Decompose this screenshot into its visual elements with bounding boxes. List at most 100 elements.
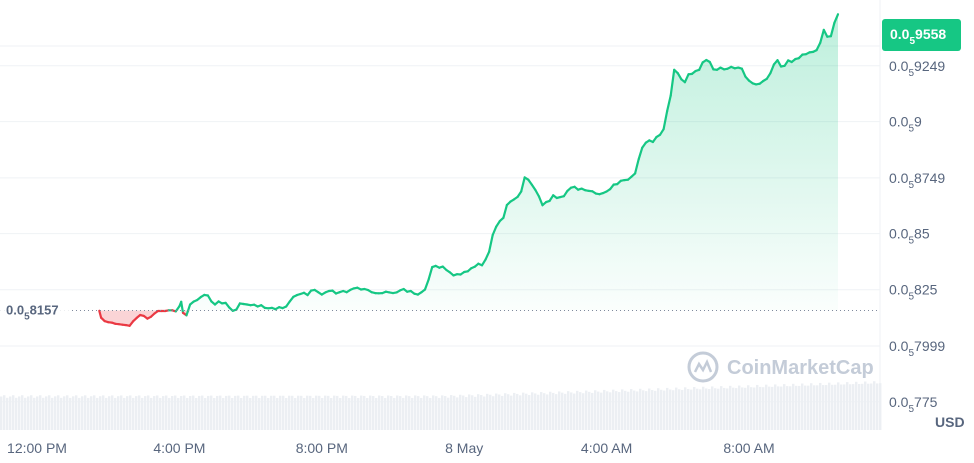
volume-bar	[564, 394, 566, 430]
volume-bar	[381, 396, 383, 430]
volume-bar	[210, 396, 212, 430]
volume-bar	[495, 394, 497, 430]
volume-bar	[663, 391, 665, 430]
volume-bar	[639, 389, 641, 430]
volume-bar	[690, 390, 692, 430]
volume-bar	[474, 397, 476, 430]
volume-bar	[822, 385, 824, 430]
volume-bar	[147, 395, 149, 430]
volume-bar	[876, 383, 878, 430]
volume-bar	[438, 398, 440, 430]
y-tick-label: 0.05775	[889, 394, 938, 415]
volume-bar	[132, 398, 134, 430]
volume-bar	[264, 396, 266, 430]
volume-bar	[648, 388, 650, 430]
volume-bar	[291, 396, 293, 430]
volume-bar	[201, 396, 203, 430]
volume-bar	[783, 384, 785, 430]
volume-bar	[36, 396, 38, 430]
volume-bar	[864, 382, 866, 430]
volume-bar	[567, 391, 569, 430]
volume-bar	[525, 394, 527, 430]
reference-price-label: 0.058157	[0, 300, 70, 323]
volume-bar	[435, 396, 437, 430]
price-area-up	[99, 14, 838, 310]
volume-bar	[279, 396, 281, 430]
volume-bar	[183, 396, 185, 430]
coinmarketcap-watermark: CoinMarketCap	[689, 353, 874, 381]
volume-bar	[24, 398, 26, 430]
volume-bar	[45, 396, 47, 430]
volume-bar	[654, 391, 656, 430]
volume-bar	[828, 383, 830, 430]
y-tick-label: 0.058749	[889, 170, 945, 191]
current-price-badge: 0.059558	[882, 19, 961, 51]
volume-bar	[846, 382, 848, 430]
volume-bar	[753, 387, 755, 430]
volume-bar	[444, 396, 446, 430]
volume-bar	[363, 396, 365, 430]
volume-bar	[744, 388, 746, 430]
volume-bar	[702, 387, 704, 430]
x-tick-label: 8:00 AM	[723, 440, 774, 456]
volume-bar	[321, 398, 323, 430]
volume-bar	[879, 383, 881, 430]
volume-bar	[414, 395, 416, 430]
volume-bar	[120, 395, 122, 430]
volume-bar	[672, 390, 674, 430]
volume-bar	[249, 398, 251, 430]
volume-bar	[681, 390, 683, 430]
volume-bar	[258, 398, 260, 430]
volume-bar	[156, 395, 158, 430]
volume-bar	[852, 384, 854, 430]
volume-bar	[504, 393, 506, 430]
volume-bar	[582, 393, 584, 430]
volume-bar	[135, 396, 137, 430]
volume-bar	[57, 395, 59, 430]
volume-bar	[21, 395, 23, 430]
volume-bar	[522, 393, 524, 430]
volume-bar	[534, 393, 536, 430]
volume-bar	[615, 391, 617, 430]
x-tick-label: 4:00 AM	[581, 440, 632, 456]
coinmarketcap-logo-icon	[689, 353, 717, 381]
volume-bar	[33, 398, 35, 430]
volume-bar	[150, 398, 152, 430]
volume-bar	[636, 391, 638, 430]
volume-bar	[657, 388, 659, 430]
volume-bar	[741, 387, 743, 430]
volume-bar	[813, 385, 815, 430]
volume-bar	[861, 384, 863, 430]
volume-bar	[81, 396, 83, 430]
volume-bar	[492, 396, 494, 430]
volume-bar	[219, 396, 221, 430]
volume-bar	[606, 391, 608, 430]
volume-bar	[642, 390, 644, 430]
volume-bar	[726, 388, 728, 430]
volume-bars	[0, 381, 881, 430]
volume-bar	[792, 384, 794, 430]
volume-bar	[411, 398, 413, 430]
volume-bar	[687, 389, 689, 430]
x-tick-label: 8:00 PM	[296, 440, 348, 456]
volume-bar	[705, 388, 707, 430]
y-tick-label: 0.05825	[889, 282, 938, 303]
y-axis: 0.057750.0579990.058250.05850.0587490.05…	[889, 58, 945, 415]
volume-bar	[816, 385, 818, 430]
volume-bar	[372, 396, 374, 430]
volume-bar	[789, 386, 791, 430]
volume-bar	[138, 395, 140, 430]
volume-bar	[684, 387, 686, 430]
volume-bar	[633, 391, 635, 430]
volume-bar	[3, 395, 5, 430]
volume-bar	[12, 395, 14, 430]
volume-bar	[762, 387, 764, 430]
volume-bar	[204, 398, 206, 430]
volume-bar	[420, 398, 422, 430]
volume-bar	[462, 396, 464, 430]
y-tick-label: 0.059249	[889, 58, 945, 79]
volume-bar	[123, 398, 125, 430]
volume-bar	[591, 393, 593, 430]
